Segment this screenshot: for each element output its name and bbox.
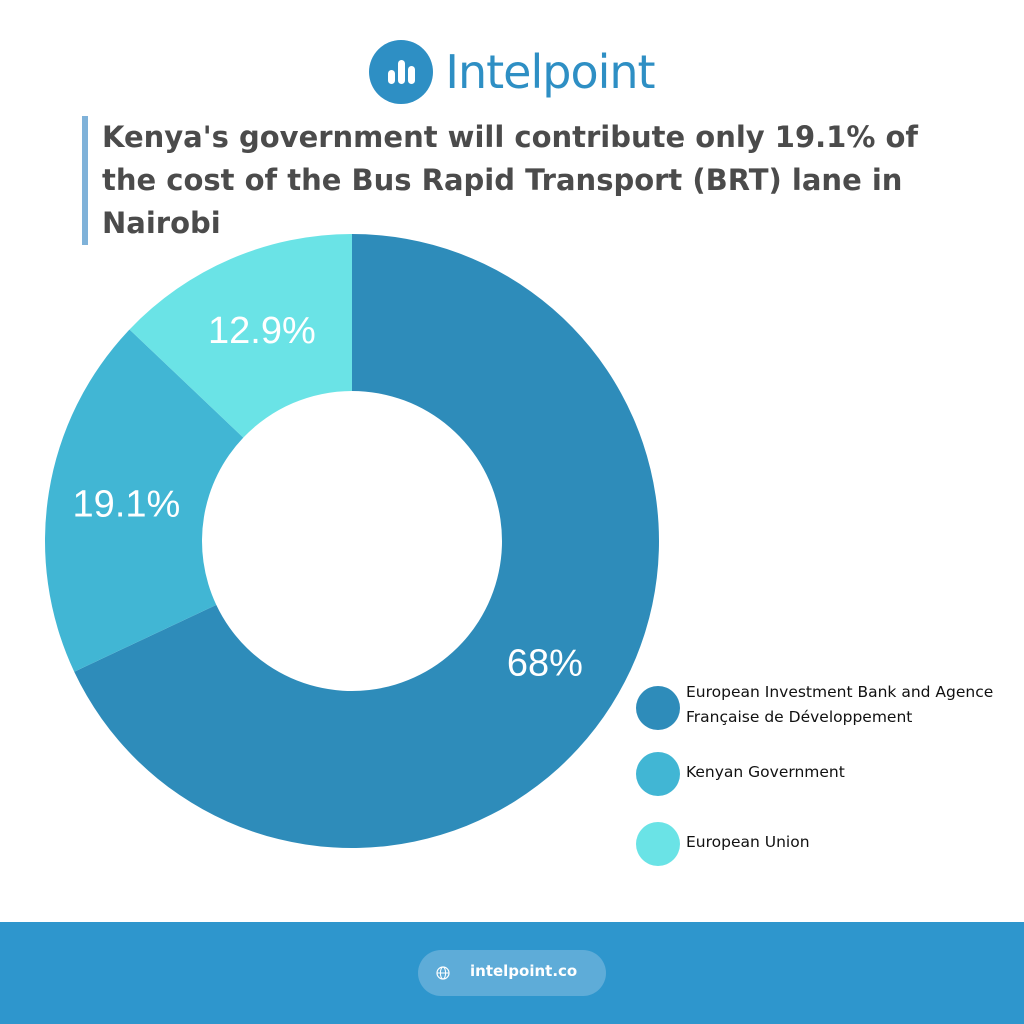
brand-header: Intelpoint (0, 40, 1024, 104)
globe-icon (436, 966, 450, 980)
website-link[interactable]: intelpoint.co (418, 950, 606, 996)
donut-slice-european-union (129, 234, 352, 438)
legend-label-eib-afd: European Investment Bank and Agence Fran… (686, 683, 994, 726)
website-url: intelpoint.co (470, 962, 578, 980)
brand-name: Intelpoint (445, 45, 655, 99)
donut-slice-kenyan-government (44, 329, 244, 672)
legend-swatch-eib-afd (636, 686, 680, 730)
footer-bar: intelpoint.co (0, 922, 1024, 1024)
intelpoint-logo-icon (369, 40, 434, 104)
slice-label-european-union: 12.9% (208, 310, 316, 352)
slice-label-eib-afd: 68% (507, 642, 583, 684)
donut-slice-labels: 68% 19.1% 12.9% (73, 310, 583, 684)
legend-label-kenyan-government: Kenyan Government (686, 763, 845, 781)
legend-swatch-kenyan-government (636, 752, 680, 796)
slice-label-kenyan-government: 19.1% (73, 484, 181, 526)
donut-chart: 68% 19.1% 12.9% (44, 234, 660, 848)
legend-swatch-european-union (636, 822, 680, 866)
donut-slices (44, 234, 660, 848)
title-block: Kenya's government will contribute only … (82, 116, 982, 245)
chart-title: Kenya's government will contribute only … (102, 120, 919, 240)
donut-slice-eib-afd (74, 234, 660, 848)
legend-label-european-union: European Union (686, 833, 810, 851)
